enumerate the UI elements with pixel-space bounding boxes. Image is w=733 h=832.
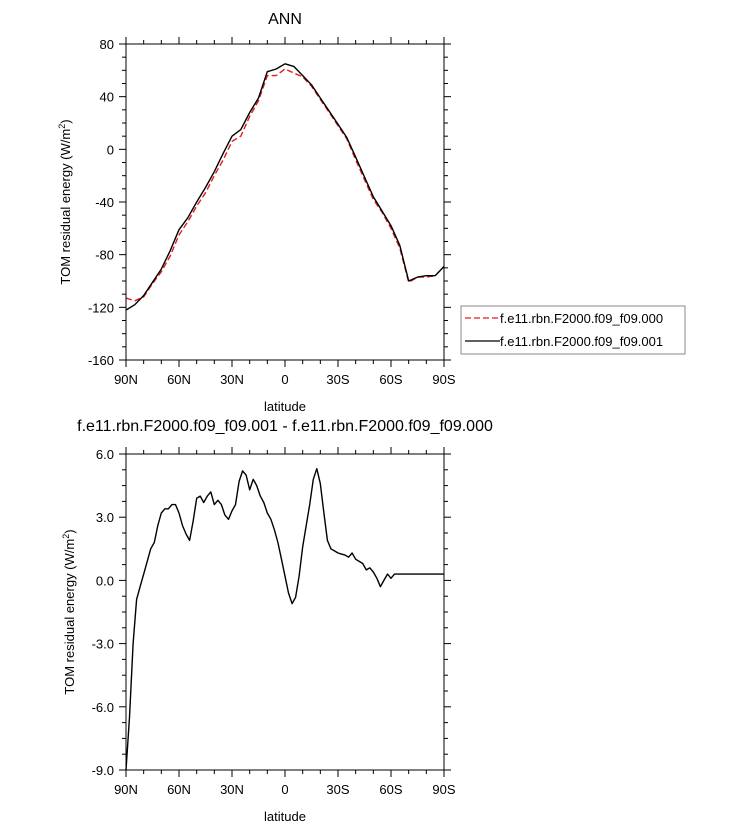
- bottom-y-tick-label: 6.0: [96, 447, 114, 462]
- top-x-tick-label: 0: [281, 372, 288, 387]
- bottom-series-group: [125, 468, 444, 771]
- top-y-tick-label: -120: [88, 300, 114, 315]
- bottom-y-axis-title-close: ): [62, 529, 77, 533]
- top-y-tick-label: -40: [95, 195, 114, 210]
- bottom-x-tick-label: 0: [281, 782, 288, 797]
- legend-box: [460, 305, 686, 355]
- legend-label-series-1: f.e11.rbn.F2000.f09_f09.001: [500, 334, 663, 349]
- top-x-tick-label: 90N: [114, 372, 138, 387]
- bottom-y-tick-label: 0.0: [96, 573, 114, 588]
- bottom-x-tick-label: 60S: [379, 782, 402, 797]
- bottom-y-tick-label: -3.0: [92, 637, 114, 652]
- bottom-axes-group: 90N 60N 30N 0 30S 60S 90S 6.0 3.0 0.0 -3.0 -6.0 -9.0: [92, 447, 456, 797]
- bottom-plot-frame: [125, 453, 445, 771]
- top-y-tick-label: 80: [100, 37, 114, 52]
- bottom-x-tick-label: 90S: [432, 782, 455, 797]
- legend-label-series-0: f.e11.rbn.F2000.f09_f09.000: [500, 311, 663, 326]
- top-y-axis-title: TOM residual energy (W/m2): [57, 119, 73, 284]
- bottom-x-tick-label: 90N: [114, 782, 138, 797]
- top-y-tick-label: -80: [95, 248, 114, 263]
- top-y-tick-label: 40: [100, 90, 114, 105]
- top-plot-title: ANN: [268, 11, 302, 28]
- bottom-y-axis-title-main: TOM residual energy (W/m: [62, 539, 77, 695]
- top-x-axis-title: latitude: [264, 399, 306, 414]
- top-x-tick-label: 90S: [432, 372, 455, 387]
- bottom-y-tick-label: -9.0: [92, 763, 114, 778]
- bottom-plot-title: f.e11.rbn.F2000.f09_f09.001 - f.e11.rbn.…: [77, 418, 493, 435]
- top-x-tick-label: 30N: [220, 372, 244, 387]
- top-plot-frame: [125, 43, 445, 361]
- top-y-axis-title-sup: 2: [57, 124, 67, 129]
- legend: f.e11.rbn.F2000.f09_f09.000 f.e11.rbn.F2…: [460, 305, 686, 355]
- bottom-x-tick-label: 30N: [220, 782, 244, 797]
- top-series-line-0: [125, 68, 445, 302]
- top-y-axis-title-close: ): [58, 119, 73, 123]
- top-series-line-1: [125, 63, 445, 311]
- bottom-x-tick-label: 30S: [326, 782, 349, 797]
- top-y-tick-label: -160: [88, 353, 114, 368]
- bottom-y-tick-label: -6.0: [92, 700, 114, 715]
- top-axes-group: 90N 60N 30N 0 30S 60S 90S 80 40 0 -40 -80 -120 -160: [88, 37, 456, 387]
- bottom-y-axis-title-sup: 2: [61, 534, 71, 539]
- top-series-group: [125, 63, 445, 311]
- bottom-x-tick-label: 60N: [167, 782, 191, 797]
- bottom-y-axis-title: TOM residual energy (W/m2): [61, 529, 77, 694]
- top-x-tick-label: 60S: [379, 372, 402, 387]
- bottom-y-tick-label: 3.0: [96, 510, 114, 525]
- top-panel: ANN 90N 60N 30N 0 30S 60S 90S 80 40 0 -40 -80 -120 -1…: [57, 11, 686, 414]
- bottom-x-axis-title: latitude: [264, 809, 306, 824]
- top-x-tick-label: 60N: [167, 372, 191, 387]
- bottom-panel: f.e11.rbn.F2000.f09_f09.001 - f.e11.rbn.…: [61, 418, 493, 824]
- bottom-series-line-0: [125, 468, 444, 771]
- top-y-axis-title-main: TOM residual energy (W/m: [58, 129, 73, 285]
- top-x-tick-label: 30S: [326, 372, 349, 387]
- top-y-tick-label: 0: [107, 142, 114, 157]
